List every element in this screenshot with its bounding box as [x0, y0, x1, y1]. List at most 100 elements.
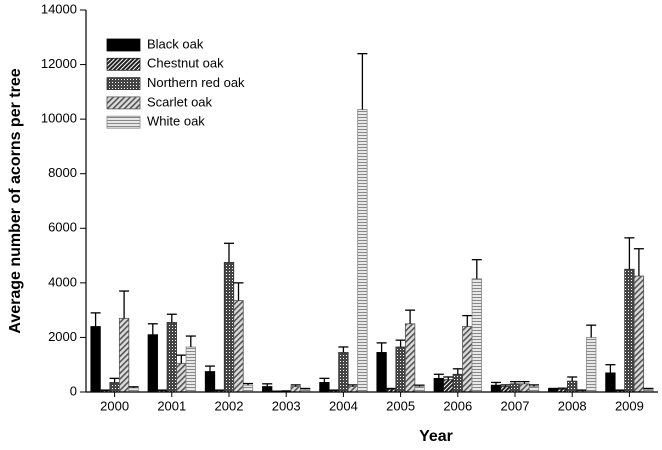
legend-swatch — [106, 77, 141, 90]
y-tick-label: 2000 — [48, 329, 77, 344]
bar — [528, 386, 540, 393]
error-bar — [510, 380, 520, 384]
x-tick-label: 2001 — [157, 398, 186, 413]
error-bar — [176, 354, 187, 364]
error-bar — [224, 242, 234, 263]
bar — [395, 346, 406, 393]
error-bar — [147, 323, 158, 335]
error-bar — [405, 309, 416, 324]
bar — [147, 334, 158, 393]
bar — [443, 379, 454, 393]
error-bar — [386, 387, 397, 390]
x-tick-label: 2003 — [272, 398, 301, 413]
error-bar — [586, 324, 597, 338]
error-bar — [576, 389, 587, 391]
legend-swatch — [106, 38, 141, 52]
error-bar — [519, 380, 530, 384]
bar — [128, 387, 139, 393]
bar — [605, 372, 616, 393]
error-bar — [157, 389, 168, 391]
error-bar — [633, 248, 644, 277]
error-bar — [109, 377, 120, 383]
bar — [90, 326, 101, 393]
bar — [490, 384, 502, 393]
x-tick-label: 2002 — [215, 398, 244, 413]
bar — [185, 346, 196, 393]
x-tick-label: 2000 — [100, 398, 129, 413]
error-bar — [262, 383, 273, 387]
error-bar — [529, 384, 539, 387]
bar — [519, 383, 530, 393]
bar — [166, 322, 177, 393]
error-bar — [395, 339, 406, 347]
bar — [404, 323, 416, 393]
error-bar — [414, 384, 425, 387]
error-bar — [491, 381, 501, 386]
bar — [471, 278, 482, 393]
error-bar — [100, 389, 111, 391]
bar — [338, 352, 349, 393]
bar — [500, 386, 511, 393]
error-bar — [119, 290, 130, 319]
bar — [357, 109, 368, 393]
bar — [262, 386, 273, 393]
error-bar — [452, 368, 463, 375]
legend-label: Chestnut oak — [147, 56, 224, 71]
legend-label: Scarlet oak — [147, 94, 213, 109]
error-bar — [90, 312, 101, 327]
error-bar — [643, 387, 654, 390]
bar — [242, 384, 254, 393]
x-tick-label: 2006 — [443, 398, 472, 413]
bar — [624, 268, 635, 393]
bar — [176, 362, 187, 393]
legend-label: Northern red oak — [147, 75, 245, 90]
x-axis-title: Year — [419, 428, 453, 445]
bar — [223, 261, 235, 393]
error-bar — [376, 342, 387, 353]
error-bar — [624, 237, 635, 270]
error-bar — [614, 389, 625, 391]
error-bar — [605, 364, 616, 373]
error-bar — [462, 314, 473, 327]
error-bar — [567, 376, 578, 382]
bar — [118, 317, 130, 393]
error-bar — [471, 259, 482, 279]
error-bar — [357, 53, 368, 110]
error-bar — [347, 384, 358, 387]
bar — [109, 382, 120, 393]
error-bar — [443, 376, 454, 380]
bar — [319, 382, 330, 393]
y-tick-label: 10000 — [41, 111, 77, 126]
error-bar — [338, 346, 349, 353]
y-tick-label: 14000 — [41, 1, 77, 16]
error-bar — [185, 335, 196, 347]
bar — [433, 377, 444, 393]
bar — [586, 337, 597, 393]
error-bar — [128, 386, 139, 388]
x-tick-label: 2008 — [558, 398, 587, 413]
error-bar — [300, 387, 311, 390]
y-tick-label: 4000 — [48, 274, 77, 289]
legend-label: Black oak — [147, 36, 204, 51]
error-bar — [548, 387, 559, 390]
legend-swatch — [106, 115, 141, 129]
bar — [567, 380, 578, 393]
legend-label: White oak — [147, 114, 205, 129]
y-axis-title: Average number of acorns per tree — [7, 68, 24, 333]
y-tick-label: 8000 — [48, 165, 77, 180]
error-bar — [500, 384, 511, 387]
error-bar — [557, 387, 568, 390]
bar — [462, 326, 473, 393]
bar — [509, 383, 521, 393]
x-tick-label: 2007 — [501, 398, 530, 413]
x-tick-label: 2005 — [386, 398, 415, 413]
bar — [204, 371, 216, 393]
bar — [633, 275, 645, 393]
bar — [452, 373, 463, 393]
error-bar — [433, 373, 444, 379]
y-tick-label: 0 — [70, 383, 77, 398]
error-bar — [328, 389, 339, 391]
error-bar — [243, 382, 253, 386]
bar — [290, 386, 301, 393]
